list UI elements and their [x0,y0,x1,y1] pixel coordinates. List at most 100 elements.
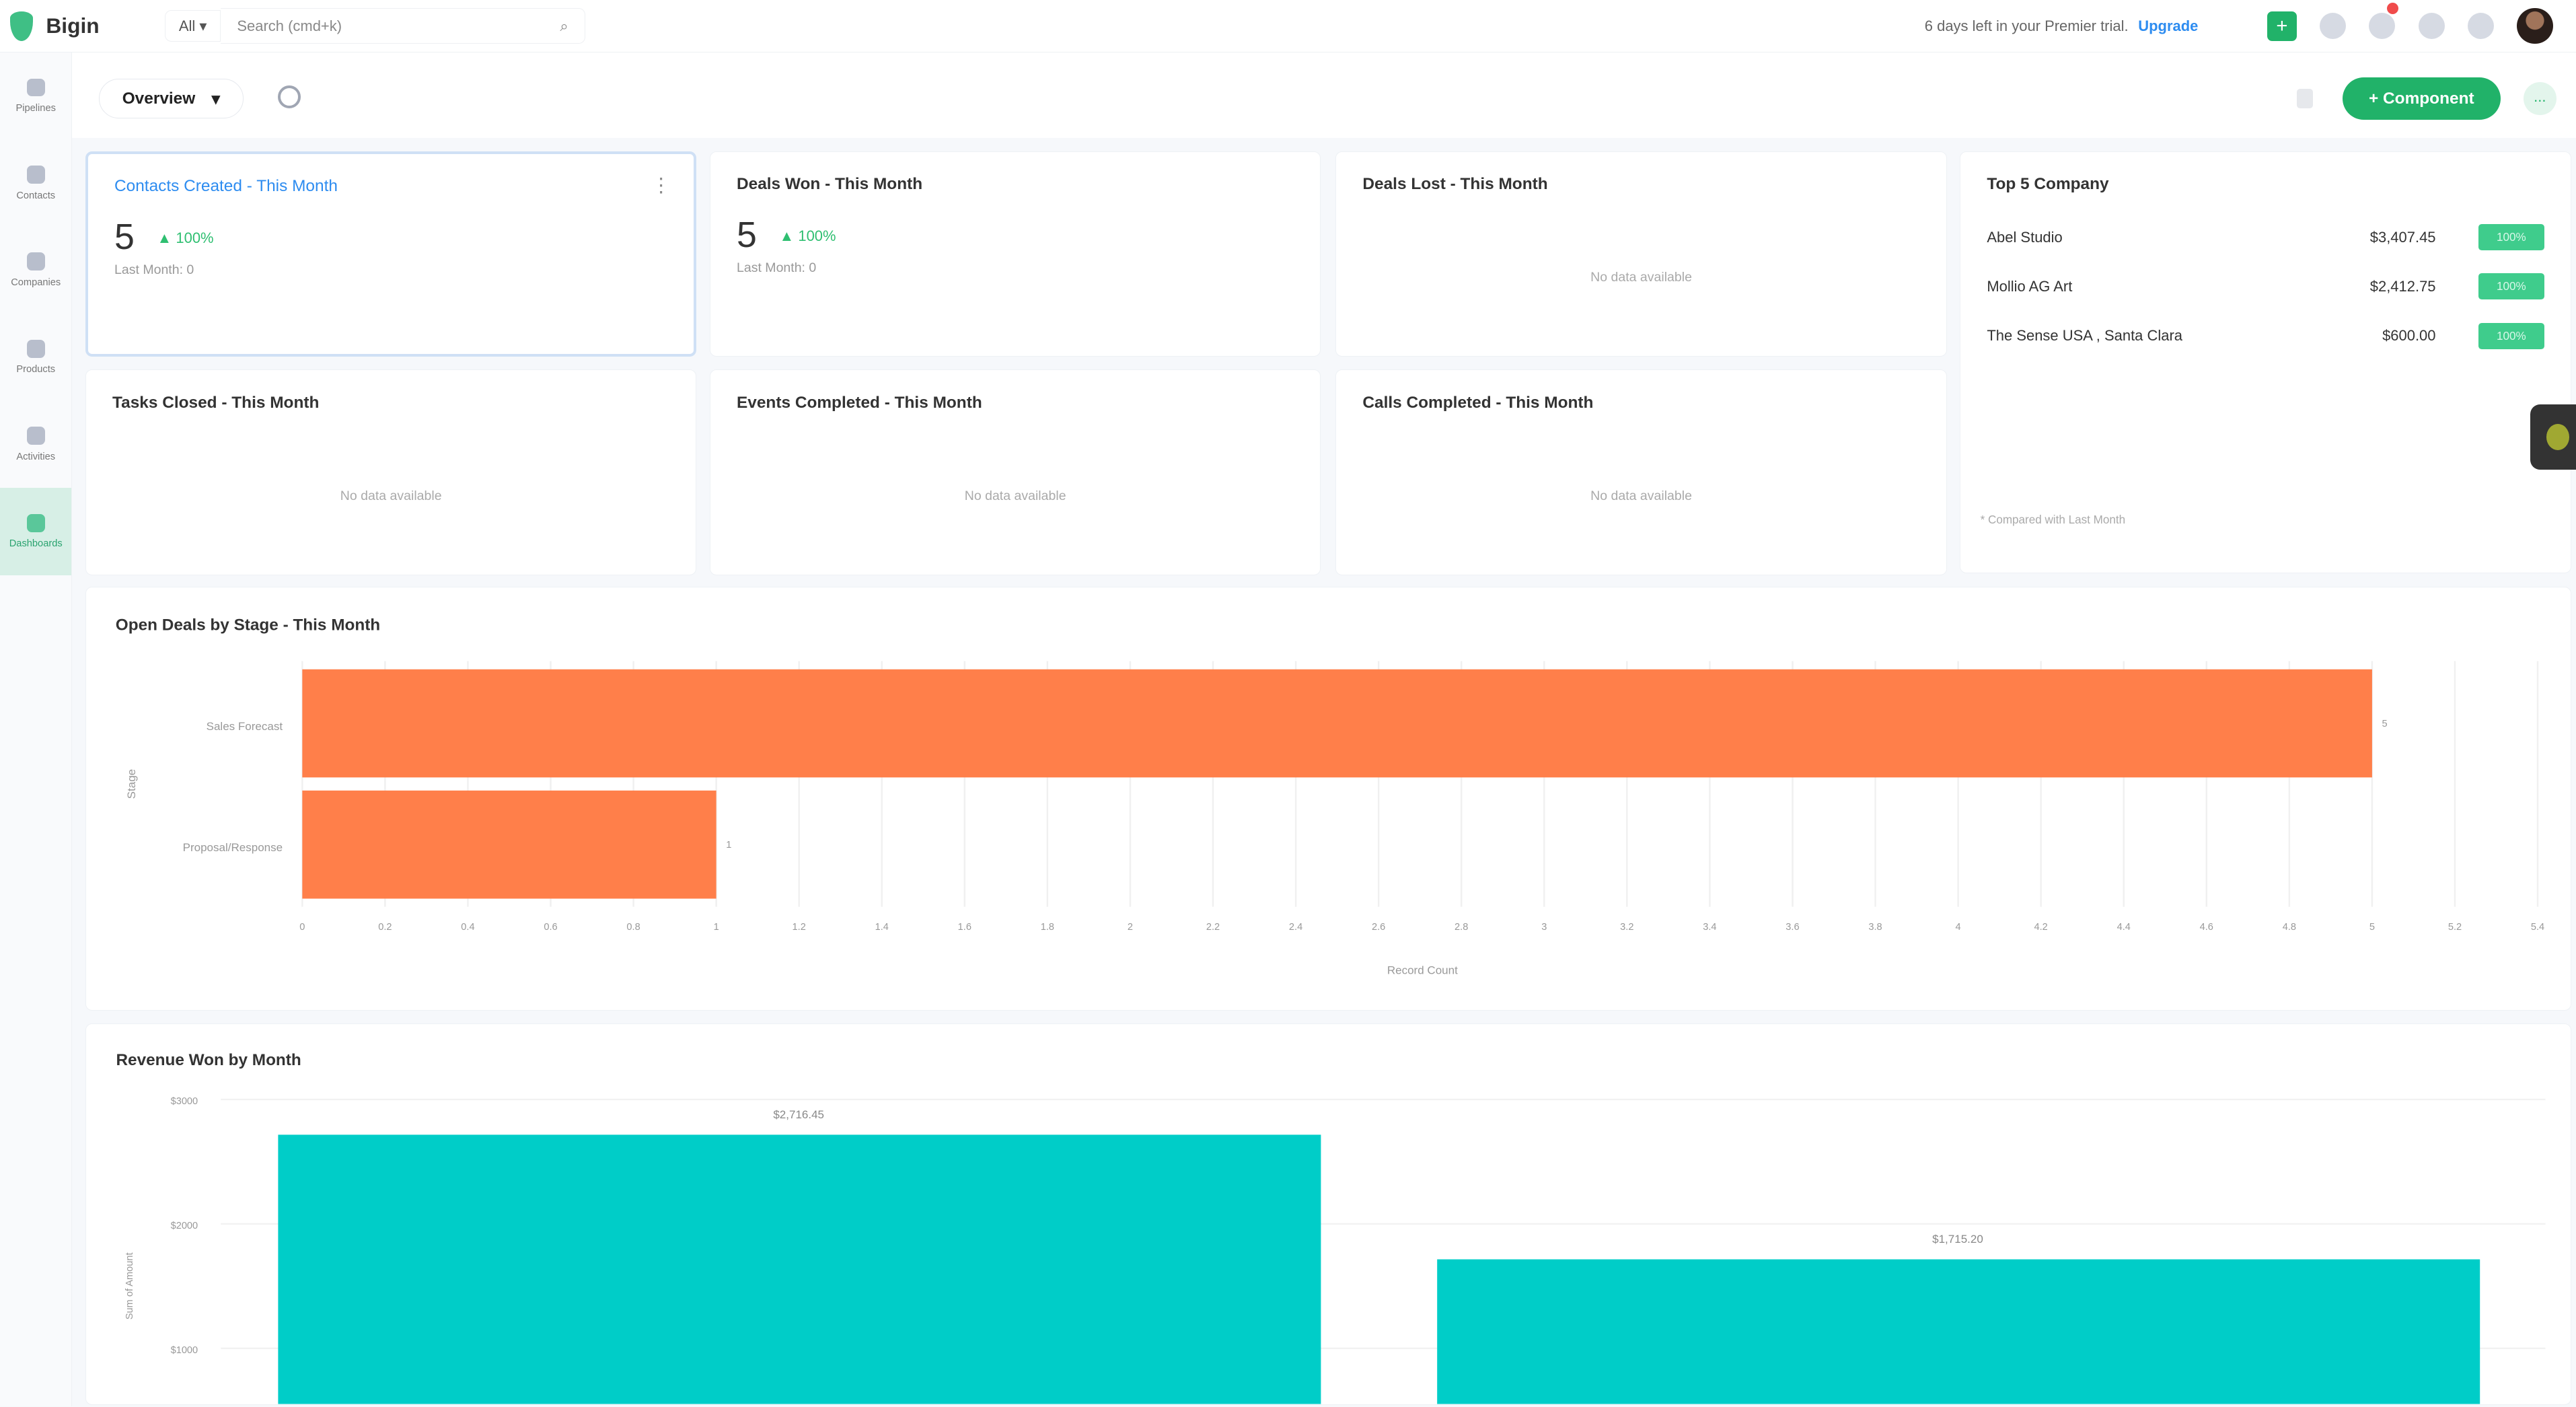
bar [278,1134,1321,1404]
y-tick-label: Proposal/Response [183,841,283,854]
x-tick-label: 0.6 [544,922,557,933]
card-title[interactable]: Contacts Created - This Month [114,176,338,195]
no-data-text: No data available [340,489,442,504]
x-tick-label: 4.6 [2200,922,2213,933]
revenue-won-chart: Revenue Won by Month $3000 $2000 $1000 $2,71… [116,1051,2546,1404]
chevron-down-icon: ▾ [211,89,220,108]
x-tick-label: 3.4 [1703,922,1716,933]
chart-title: Revenue Won by Month [116,1051,301,1069]
y-tick-label: $2000 [171,1221,198,1232]
data-label: 1 [726,840,731,851]
upgrade-link[interactable]: Upgrade [2138,17,2199,34]
sidebar-item-activities[interactable]: Activities [0,401,71,488]
chart-title: Open Deals by Stage - This Month [116,616,380,634]
chat-icon[interactable] [2320,13,2347,40]
x-tick-label: 0.4 [461,922,474,933]
more-options-button[interactable]: ... [2523,82,2556,115]
notification-bell-icon[interactable] [2369,3,2399,40]
sidebar-item-label: Contacts [16,190,56,201]
sidebar-item-dashboards[interactable]: Dashboards [0,488,72,575]
x-tick-label: 5.2 [2448,922,2462,933]
bigin-logo-icon[interactable] [9,11,33,41]
trial-text: 6 days left in your Premier trial. [1924,17,2129,34]
company-row: The Sense USA , Santa Clara $600.00 100% [1987,320,2544,353]
add-component-button[interactable]: + Component [2342,77,2501,120]
products-icon [26,339,45,358]
x-tick-label: 0.8 [626,922,640,933]
no-data-text: No data available [1590,489,1692,504]
kpi-change: ▲ 100% [779,227,836,244]
change-badge: 100% [2478,273,2544,300]
open-deals-by-stage-card: Open Deals by Stage - This Month 0 0.2 0.4 0… [85,586,2571,1011]
x-tick-label: 1.4 [875,922,889,933]
x-tick-label: 2 [1128,922,1133,933]
change-badge: 100% [2478,322,2544,349]
company-name[interactable]: The Sense USA , Santa Clara [1987,327,2182,345]
footnote: * Compared with Last Month [1980,513,2126,526]
kpi-value: 5 [114,217,135,258]
kpi-card[interactable]: Events Completed - This Month No data ava… [709,369,1321,575]
quick-create-button[interactable]: + [2267,11,2297,41]
x-tick-label: 2.2 [1206,922,1220,933]
dashboard-toolbar: Overview ▾ + Component ... [72,52,2576,139]
sidebar-item-label: Products [16,364,56,375]
data-label: $2,716.45 [773,1108,824,1121]
kpi-last-month: Last Month: 0 [737,260,817,275]
card-title: Top 5 Company [1987,174,2109,193]
y-axis-label: Stage [125,769,138,799]
sidebar-item-label: Activities [16,451,56,462]
search-scope-dropdown[interactable]: All ▾ [165,9,221,42]
search-icon: ⌕ [560,17,568,34]
assistant-launcher-button[interactable] [2530,404,2576,470]
contacts-icon [26,165,45,184]
x-tick-label: 1.6 [958,922,971,933]
x-tick-label: 4.8 [2283,922,2296,933]
x-tick-label: 3.6 [1786,922,1799,933]
x-tick-label: 5.4 [2531,922,2544,933]
x-axis-label: Record Count [1387,964,1458,976]
sidebar-item-label: Pipelines [15,103,56,114]
bar [1437,1259,2480,1404]
more-vertical-icon[interactable]: ⋮ [651,174,671,196]
sidebar-item-companies[interactable]: Companies [0,227,71,314]
settings-icon[interactable] [2418,13,2445,40]
avatar[interactable] [2517,7,2553,44]
kpi-card[interactable]: Deals Lost - This Month No data available [1335,151,1947,357]
no-data-text: No data available [964,489,1066,504]
kpi-last-month: Last Month: 0 [114,262,194,277]
company-amount: $600.00 [2382,327,2436,345]
y-tick-label: Sales Forecast [207,720,283,733]
filter-icon[interactable] [2296,88,2314,109]
sidebar-item-label: Companies [11,277,61,288]
card-title: Events Completed - This Month [737,393,982,412]
sidebar-item-products[interactable]: Products [0,314,71,400]
top-company-card: Top 5 Company Abel Studio $3,407.45 100% Mo… [1960,151,2571,574]
kpi-card[interactable]: Contacts Created - This Month 5 ▲ 100% Last… [85,151,697,357]
data-label: 5 [2382,719,2387,729]
x-tick-label: 1 [714,922,719,933]
sidebar-item-pipelines[interactable]: Pipelines [0,52,71,139]
x-tick-label: 0 [299,922,305,933]
sidebar-item-contacts[interactable]: Contacts [0,140,71,227]
card-title: Calls Completed - This Month [1362,393,1594,412]
kpi-value: 5 [737,215,757,256]
company-name[interactable]: Abel Studio [1987,228,2063,246]
y-tick-label: $3000 [171,1097,198,1108]
top-bar: Bigin All ▾ Search (cmd+k) ⌕ 6 days left … [0,0,2576,53]
kpi-card[interactable]: Calls Completed - This Month No data avai… [1335,369,1947,575]
kpi-card[interactable]: Tasks Closed - This Month No data availab… [85,369,697,575]
company-amount: $2,412.75 [2369,277,2436,295]
refresh-icon[interactable] [277,85,301,109]
search-input[interactable]: Search (cmd+k) ⌕ [220,7,586,44]
apps-icon[interactable] [2467,13,2494,40]
x-tick-label: 0.2 [378,922,392,933]
card-title: Deals Lost - This Month [1362,174,1548,193]
dashboard-view-dropdown[interactable]: Overview ▾ [98,79,244,118]
x-tick-label: 1.8 [1041,922,1054,933]
company-name[interactable]: Mollio AG Art [1987,277,2073,295]
trial-notice: 6 days left in your Premier trial. Upgrad… [1925,17,2199,35]
dashboards-icon [26,513,45,532]
kpi-card[interactable]: Deals Won - This Month 5 ▲ 100% Last Month:… [709,151,1321,357]
bar [302,790,716,899]
x-tick-label: 3.2 [1620,922,1633,933]
